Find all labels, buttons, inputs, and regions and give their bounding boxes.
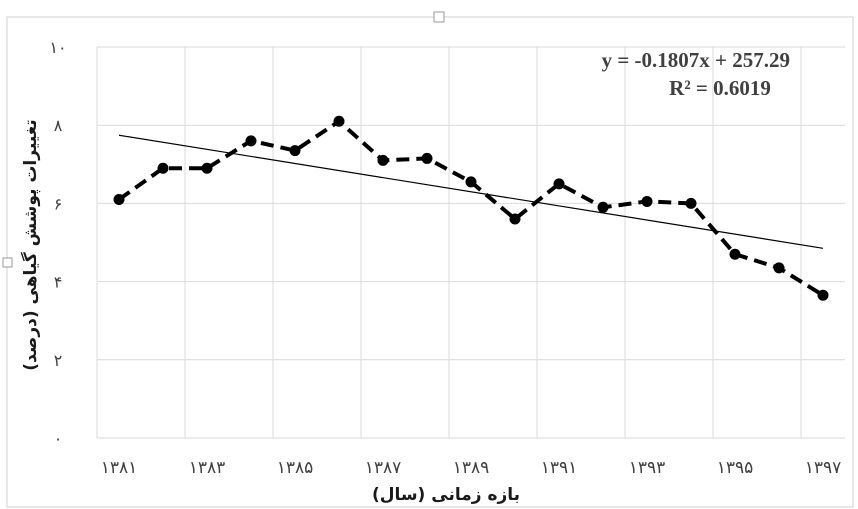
x-tick-label: ۱۳۹۱: [541, 458, 578, 478]
data-point: [685, 197, 697, 209]
trendline-r-squared: R² = 0.6019: [669, 76, 771, 100]
data-point: [157, 162, 169, 174]
data-point: [553, 178, 565, 190]
resize-handle-left[interactable]: [2, 257, 13, 268]
x-tick-label: ۱۳۹۵: [717, 458, 754, 478]
x-tick-label: ۱۳۸۵: [277, 458, 314, 478]
y-tick-label: ۶: [54, 194, 63, 213]
y-tick-label: ۴: [54, 273, 63, 292]
data-point: [113, 193, 125, 205]
data-point: [377, 154, 389, 166]
x-tick-label: ۱۳۹۳: [629, 458, 666, 478]
trendline: [118, 134, 824, 249]
chart-border: [6, 16, 854, 508]
data-point: [509, 213, 521, 225]
data-point: [421, 152, 433, 164]
data-point: [729, 248, 741, 260]
trendline-equation: y = -0.1807x + 257.29: [602, 48, 790, 72]
gridlines: [96, 46, 845, 439]
data-point: [465, 176, 477, 188]
x-axis-ticks: ۱۳۸۱ ۱۳۸۳ ۱۳۸۵ ۱۳۸۷ ۱۳۸۹ ۱۳۹۱ ۱۳۹۳ ۱۳۹۵ ۱۳۹۷: [101, 458, 842, 478]
x-tick-label: ۱۳۸۱: [101, 458, 138, 478]
trendline-group: [118, 134, 824, 249]
data-point: [773, 262, 785, 274]
data-point: [817, 289, 829, 301]
x-tick-label: ۱۳۸۹: [453, 458, 490, 478]
series-group: [113, 115, 829, 301]
data-point: [201, 162, 213, 174]
y-axis-ticks: ۰ ۲ ۴ ۶ ۸ ۱۰: [49, 38, 66, 448]
y-axis-title: تغییرات پوشش گیاهی (درصد): [20, 119, 41, 370]
x-tick-label: ۱۳۸۳: [189, 458, 226, 478]
x-tick-label: ۱۳۸۷: [365, 458, 402, 478]
y-tick-label: ۸: [54, 116, 63, 135]
data-point: [289, 145, 301, 157]
x-tick-label: ۱۳۹۷: [805, 458, 842, 478]
x-axis-title: بازه زمانی (سال): [372, 485, 520, 505]
y-tick-label: ۲: [54, 351, 63, 370]
y-tick-label: ۱۰: [49, 38, 66, 57]
data-point: [333, 115, 345, 127]
data-point: [597, 201, 609, 213]
resize-handle-top[interactable]: [433, 11, 445, 23]
data-point: [641, 195, 653, 207]
y-tick-label: ۰: [54, 429, 63, 448]
data-point: [245, 135, 257, 147]
